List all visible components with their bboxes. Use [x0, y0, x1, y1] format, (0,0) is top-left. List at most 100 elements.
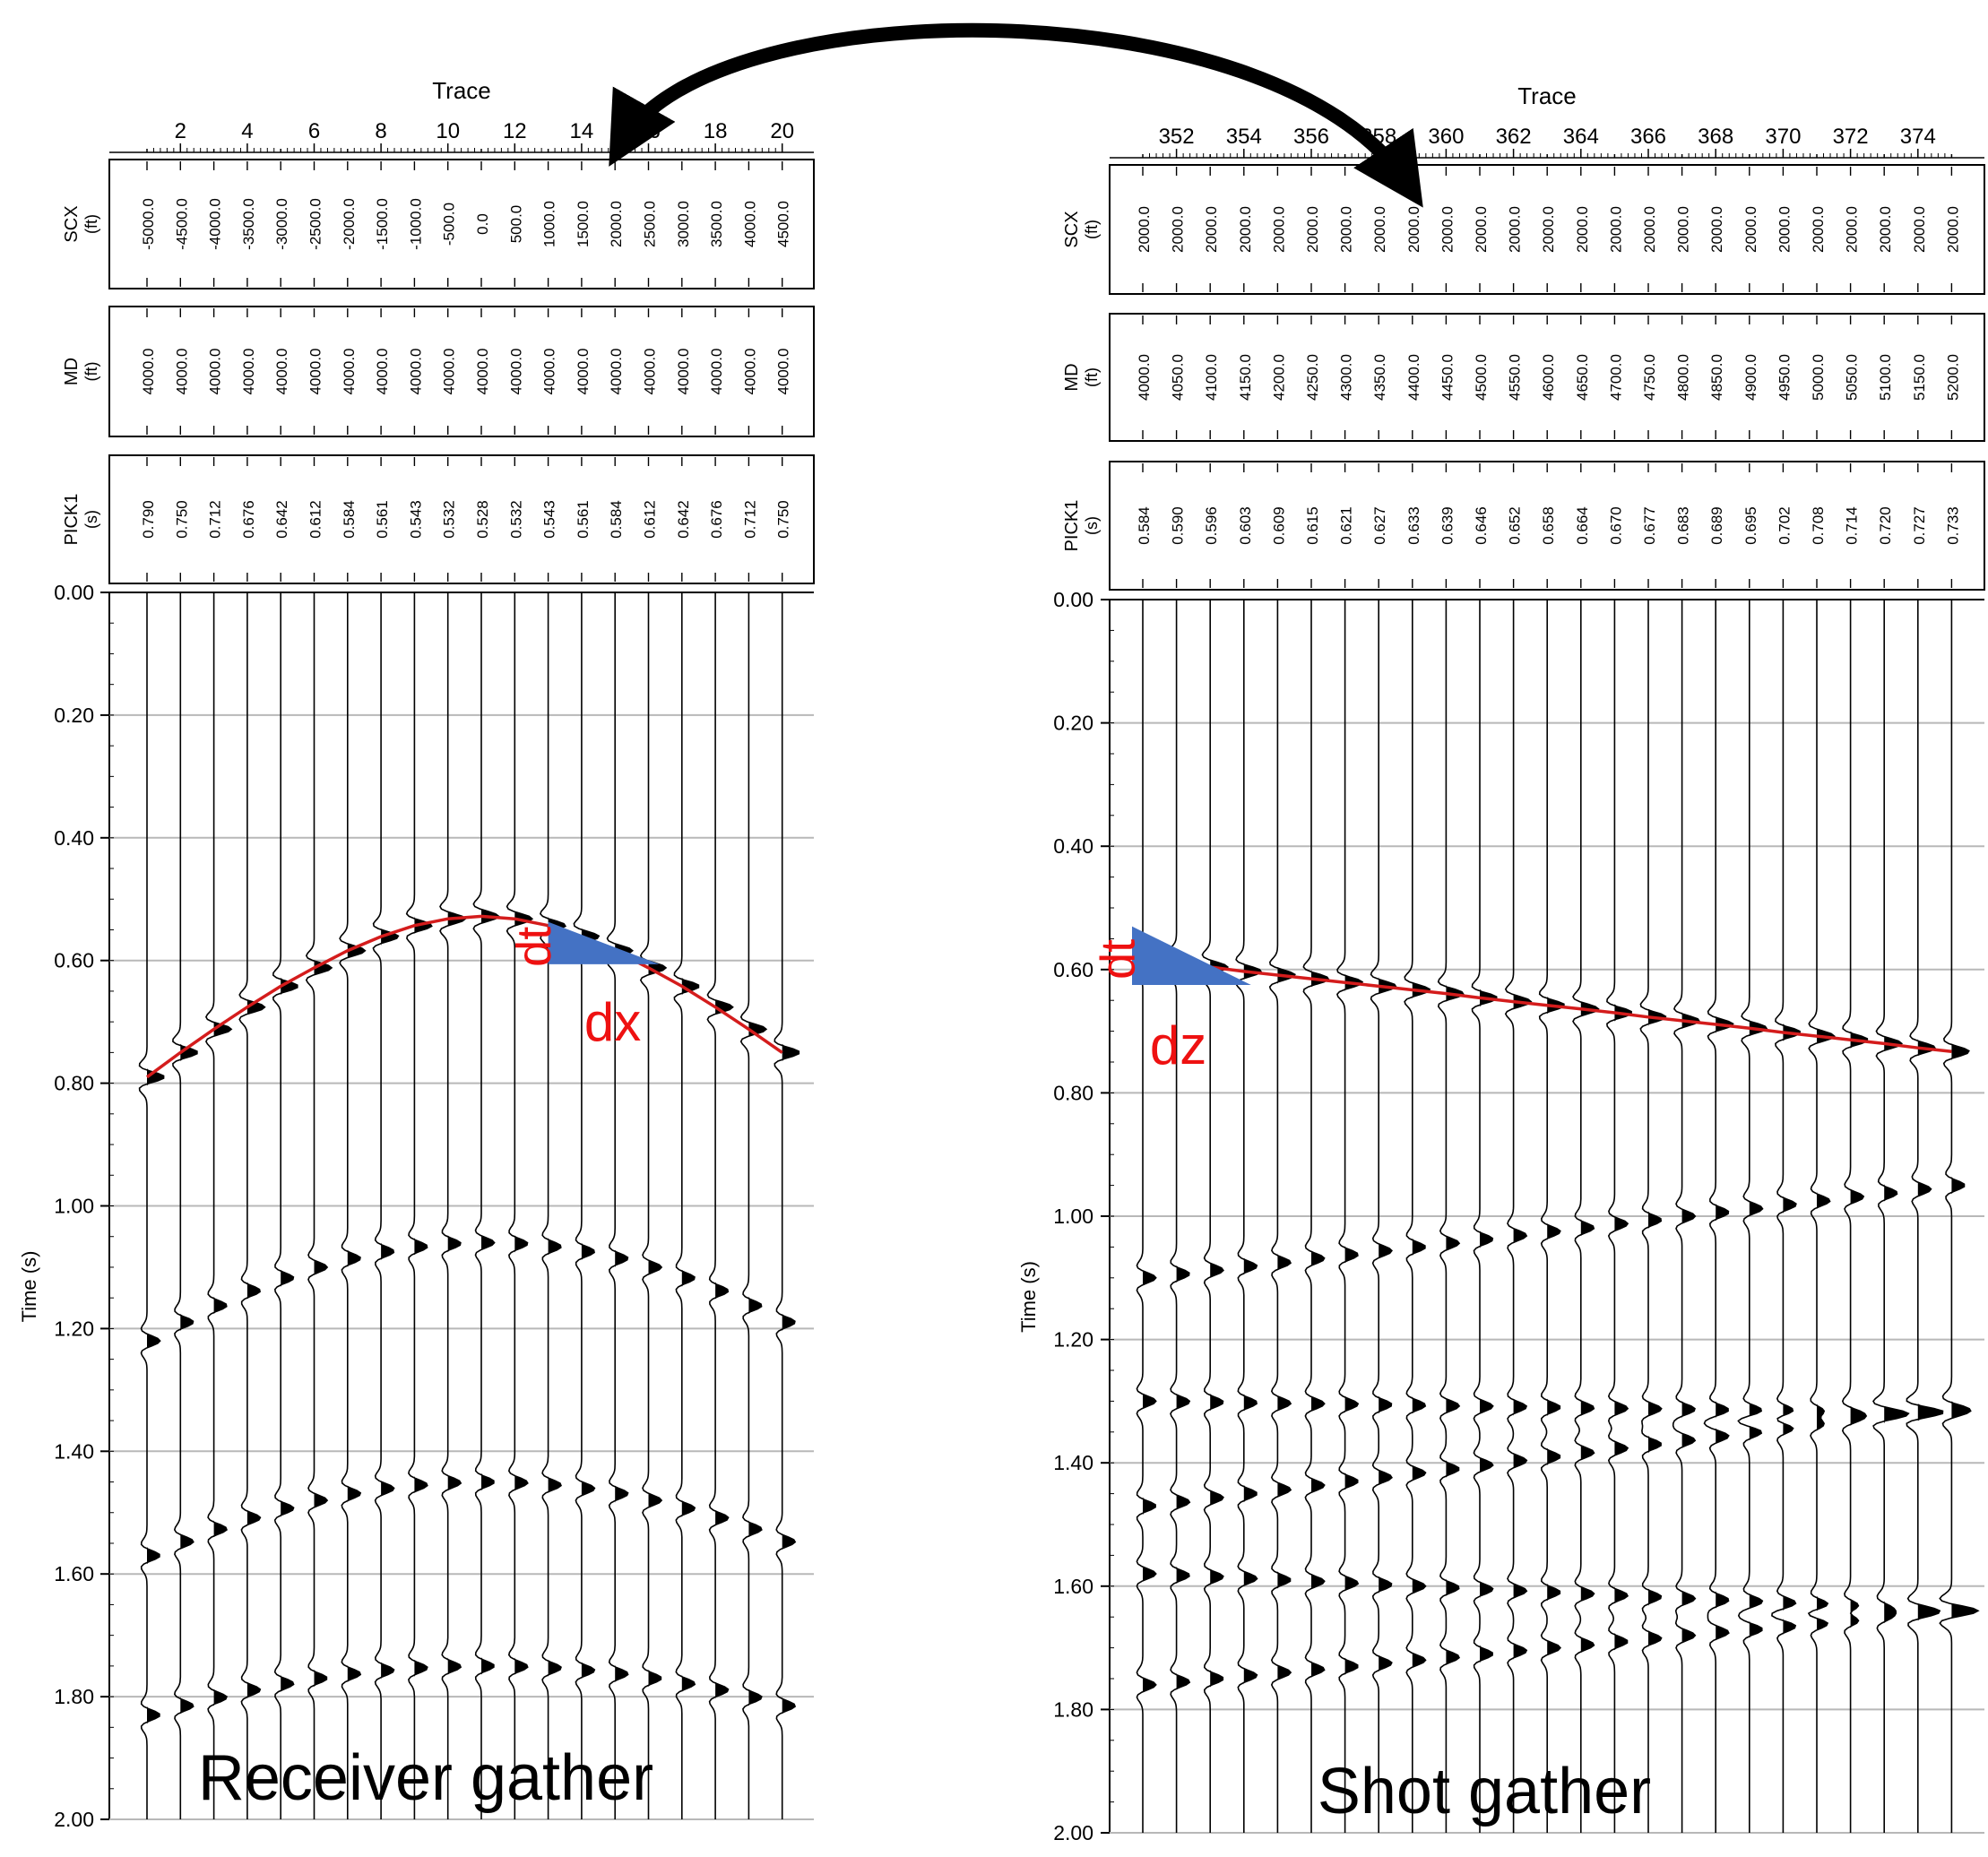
header-value: 0.714 [1844, 506, 1861, 545]
trace-wiggle [1639, 600, 1667, 1833]
trace-fill [748, 592, 766, 1819]
trace-tick-label: 374 [1900, 125, 1936, 149]
header-value: 0.676 [240, 500, 257, 539]
trace-tick-label: 352 [1159, 125, 1195, 149]
header-value: 4000.0 [441, 349, 458, 395]
trace-wiggle [1939, 600, 1980, 1833]
slope-triangle [548, 921, 660, 964]
trace-wiggle [138, 592, 165, 1819]
header-value: 0.596 [1203, 506, 1220, 545]
header-value: 0.790 [140, 500, 157, 539]
header-value: 0.695 [1742, 506, 1759, 545]
trace-wiggle [339, 592, 367, 1819]
header-value: 4000.0 [575, 349, 592, 395]
header-value: 4700.0 [1607, 354, 1624, 401]
header-value: 0.561 [374, 500, 391, 539]
header-box-md [108, 306, 815, 437]
time-axis-title: Time (s) [1017, 1261, 1040, 1333]
header-value: 4000.0 [708, 349, 725, 395]
header-value: -3500.0 [240, 198, 257, 250]
time-tick-label: 1.00 [54, 1195, 94, 1218]
trace-wiggle [1606, 600, 1632, 1833]
trace-wiggle [1471, 600, 1498, 1833]
header-unit: (ft) [82, 214, 100, 234]
trace-wiggle [1771, 600, 1801, 1833]
header-value: 3500.0 [708, 201, 725, 247]
trace-tick-label: 18 [704, 119, 728, 143]
trace-wiggle [1572, 600, 1600, 1833]
trace-wiggle [1370, 600, 1397, 1833]
header-value: 4800.0 [1675, 354, 1692, 401]
header-value: 4000.0 [240, 349, 257, 395]
header-value: 4000.0 [207, 349, 224, 395]
time-tick-label: 0.00 [54, 581, 94, 604]
trace-wiggle [606, 592, 634, 1819]
header-value: 0.532 [507, 500, 524, 539]
header-value: 0.712 [741, 500, 758, 539]
header-value: 2000.0 [1641, 206, 1658, 253]
trace-wiggle [739, 592, 768, 1819]
time-tick-label: 1.80 [1053, 1697, 1093, 1721]
header-value: 0.561 [575, 500, 592, 539]
header-value: 4000.0 [741, 201, 758, 247]
header-value: 0.0 [474, 213, 491, 235]
header-value: 0.612 [642, 500, 659, 539]
header-value: 2000.0 [1439, 206, 1456, 253]
time-tick-label: 0.60 [54, 949, 94, 972]
header-value: 2000.0 [1574, 206, 1591, 253]
header-value: 0.584 [608, 500, 625, 539]
trace-tick-label: 8 [375, 119, 386, 143]
header-value: 4100.0 [1203, 354, 1220, 401]
header-value: 4300.0 [1338, 354, 1355, 401]
header-value: 2000.0 [1911, 206, 1928, 253]
time-tick-label: 2.00 [54, 1808, 94, 1831]
header-value: 0.615 [1304, 506, 1321, 545]
trace-fill [213, 592, 232, 1819]
pick-curve [1142, 958, 1952, 1054]
header-value: 4000.0 [775, 349, 792, 395]
header-unit: (s) [82, 510, 100, 529]
header-value: 0.658 [1540, 506, 1557, 545]
header-value: 2000.0 [1338, 206, 1355, 253]
header-unit: (s) [1083, 516, 1101, 535]
trace-fill [1379, 600, 1396, 1833]
trace-tick-label: 14 [570, 119, 594, 143]
header-unit: (ft) [1083, 220, 1101, 239]
header-unit: (ft) [1083, 367, 1101, 387]
header-value: 4900.0 [1742, 354, 1759, 401]
header-value: 0.609 [1270, 506, 1287, 545]
trace-fill [1716, 600, 1733, 1833]
header-value: 2000.0 [1944, 206, 1961, 253]
trace-wiggle [774, 592, 800, 1819]
header-value: 4950.0 [1776, 354, 1793, 401]
time-tick-label: 0.40 [54, 826, 94, 850]
header-value: 0.702 [1776, 506, 1793, 545]
header-value: 5150.0 [1911, 354, 1928, 401]
trace-fill [681, 592, 699, 1819]
trace-tick-label: 20 [770, 119, 794, 143]
header-value: 2000.0 [1708, 206, 1725, 253]
header-value: 2000.0 [1170, 206, 1187, 253]
header-value: 0.639 [1439, 506, 1456, 545]
header-value: 4000.0 [675, 349, 692, 395]
dz-label: dz [1150, 1015, 1206, 1075]
header-value: 2000.0 [1507, 206, 1524, 253]
dt-label: dt [1091, 939, 1145, 980]
header-value: -2000.0 [341, 198, 358, 250]
header-value: 4350.0 [1371, 354, 1388, 401]
header-value: 2500.0 [642, 201, 659, 247]
header-value: 2000.0 [1675, 206, 1692, 253]
trace-tick-label: 372 [1833, 125, 1869, 149]
header-value: 0.621 [1338, 506, 1355, 545]
header-name: SCX [1062, 211, 1082, 247]
header-value: 0.584 [1136, 506, 1153, 545]
gather-caption: Receiver gather [198, 1742, 653, 1814]
time-tick-label: 0.80 [54, 1072, 94, 1095]
trace-wiggle [1807, 600, 1836, 1833]
time-tick-label: 1.00 [1053, 1205, 1093, 1228]
header-value: 2000.0 [1203, 206, 1220, 253]
header-value: 4000.0 [273, 349, 290, 395]
header-value: 0.750 [173, 500, 190, 539]
